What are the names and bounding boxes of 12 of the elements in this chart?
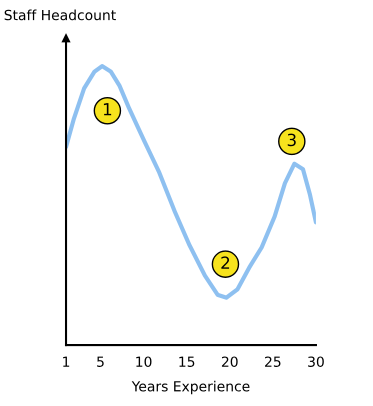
x-tick-label: 20 [222, 356, 238, 367]
x-tick-label: 1 [63, 356, 70, 367]
x-tick-label: 10 [136, 356, 152, 367]
annotation: 2 [221, 256, 230, 269]
annotation: 1 [104, 103, 112, 116]
y-axis-title: Staff Headcount [4, 10, 116, 20]
x-tick-label: 30 [308, 356, 324, 367]
x-axis-title: Years Experience [132, 380, 250, 394]
x-tick-label: 5 [97, 356, 104, 367]
x-tick-label: 25 [265, 356, 280, 367]
x-tick-label: 15 [179, 356, 194, 367]
annotation: 3 [288, 134, 296, 146]
